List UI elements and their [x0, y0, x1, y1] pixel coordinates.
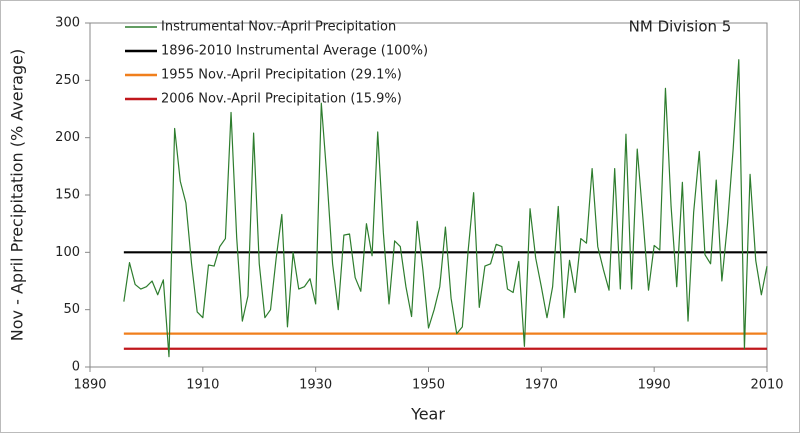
x-tick-label: 1990: [638, 378, 671, 393]
x-tick-label: 1950: [412, 378, 445, 393]
y-tick-label: 100: [55, 245, 80, 260]
y-tick-label: 300: [55, 16, 80, 31]
legend-label: Instrumental Nov.-April Precipitation: [161, 20, 396, 35]
y-tick-label: 200: [55, 130, 80, 145]
x-tick-label: 2010: [750, 378, 783, 393]
x-tick-label: 1890: [73, 378, 106, 393]
x-tick-label: 1910: [186, 378, 219, 393]
series-line: [123, 59, 768, 358]
y-tick-label: 150: [55, 188, 80, 203]
x-tick-label: 1970: [525, 378, 558, 393]
y-tick-label: 0: [72, 360, 80, 375]
legend-label: 2006 Nov.-April Precipitation (15.9%): [161, 92, 402, 107]
legend-label: 1955 Nov.-April Precipitation (29.1%): [161, 68, 402, 83]
x-axis-label: Year: [410, 405, 445, 424]
y-tick-label: 250: [55, 73, 80, 88]
y-tick-label: 50: [63, 302, 80, 317]
y-axis-label: Nov - April Precipitation (% Average): [8, 49, 27, 341]
annotation: NM Division 5: [629, 18, 732, 36]
x-tick-label: 1930: [299, 378, 332, 393]
legend-label: 1896-2010 Instrumental Average (100%): [161, 44, 428, 59]
